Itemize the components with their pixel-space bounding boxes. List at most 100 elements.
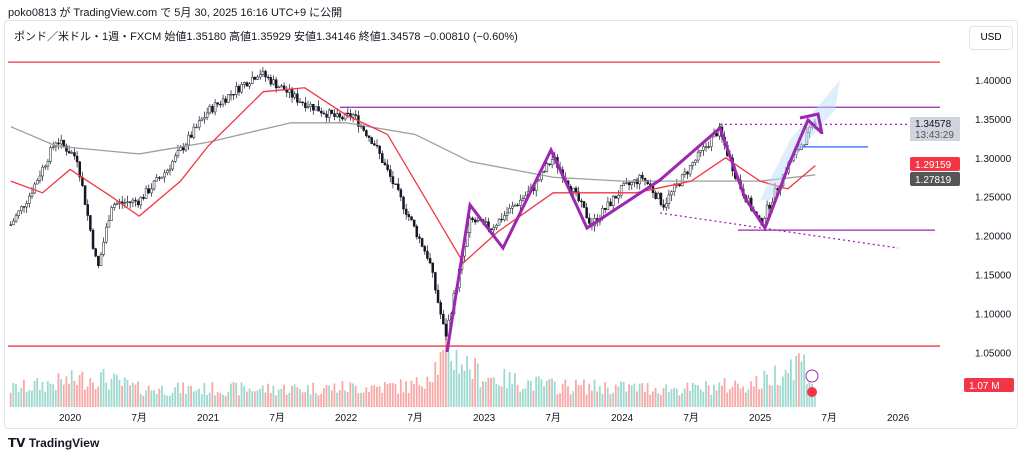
volume-bar <box>227 391 230 407</box>
candle-body <box>219 103 222 106</box>
volume-bar <box>192 391 195 407</box>
volume-bar <box>89 378 92 407</box>
volume-bar <box>805 383 808 407</box>
volume-bar <box>240 382 243 407</box>
volume-bar <box>636 391 638 407</box>
volume-bar <box>312 382 315 407</box>
volume-bar <box>646 383 649 407</box>
volume-bar <box>320 393 323 407</box>
volume-bar <box>612 392 614 407</box>
volume-bar <box>803 354 806 407</box>
candle-body <box>144 188 148 199</box>
candle-body <box>120 201 124 204</box>
candle-body <box>142 196 145 199</box>
volume-bar <box>779 385 782 407</box>
tv-icon: 𝗧𝗩 <box>8 436 29 450</box>
candle-body <box>67 151 71 154</box>
candle-body <box>665 203 668 208</box>
candle-body <box>407 214 411 218</box>
volume-bar <box>328 385 331 407</box>
volume-bar <box>567 386 569 407</box>
volume-bar <box>248 388 251 407</box>
currency-button[interactable]: USD <box>969 26 1013 50</box>
volume-bar <box>267 383 269 407</box>
symbol-legend: ポンド／米ドル・1週・FXCM 始値1.35180 高値1.35929 安値1.… <box>14 31 518 43</box>
candle-body <box>327 109 331 118</box>
volume-bar <box>293 384 296 407</box>
candle-body <box>511 205 514 209</box>
y-tick-label: 1.05000 <box>975 348 1012 359</box>
volume-bar <box>617 386 620 407</box>
volume-bar <box>590 390 593 407</box>
volume-bar <box>659 394 662 407</box>
y-tick-label: 1.25000 <box>975 193 1012 204</box>
volume-bar <box>508 372 511 407</box>
volume-bar <box>360 392 362 407</box>
candle-body <box>131 199 135 203</box>
ma-gray-label-bg <box>910 172 960 186</box>
volume-bar <box>389 382 392 407</box>
volume-bar <box>110 378 113 407</box>
volume-bar <box>23 379 25 407</box>
volume-bar <box>139 393 142 407</box>
candle-body <box>75 155 79 163</box>
volume-bar <box>179 393 182 407</box>
candle-body <box>354 114 358 116</box>
volume-bar <box>357 393 360 407</box>
candle-body <box>550 159 554 165</box>
volume-bar <box>235 383 238 407</box>
candle-body <box>476 220 480 223</box>
candle-body <box>224 98 227 103</box>
candle-body <box>444 323 448 337</box>
volume-bar <box>678 395 681 407</box>
volume-bar <box>731 386 734 407</box>
candle-body <box>136 200 140 206</box>
candle-body <box>274 79 278 89</box>
volume-bar <box>556 394 559 407</box>
volume-bar <box>299 389 301 407</box>
candle-body <box>192 126 196 138</box>
y-tick-label: 1.10000 <box>975 309 1012 320</box>
candle-body <box>57 142 60 145</box>
volume-bar <box>500 386 503 407</box>
volume-bar <box>115 374 118 407</box>
candle-body <box>402 196 405 210</box>
last-price-bg <box>910 117 960 141</box>
volume-bar <box>662 388 665 407</box>
candle-body <box>158 177 161 179</box>
candle-body <box>301 101 304 104</box>
candle-body <box>500 218 503 221</box>
volume-bar <box>38 389 41 407</box>
candle-body <box>266 76 270 79</box>
volume-bar <box>166 395 169 407</box>
volume-bar <box>763 370 766 407</box>
x-tick-label: 2021 <box>197 413 220 424</box>
volume-bar <box>734 380 737 407</box>
volume-bar <box>190 385 193 407</box>
volume-bar <box>261 385 264 407</box>
candle-body <box>44 165 47 168</box>
volume-bar <box>476 363 479 407</box>
volume-bar <box>479 387 482 407</box>
volume-bar <box>256 390 259 407</box>
volume-bar <box>484 381 487 407</box>
volume-bar <box>705 381 707 407</box>
candle-body <box>638 174 641 185</box>
volume-bar <box>198 388 200 407</box>
volume-bar <box>182 382 185 407</box>
candle-body <box>619 185 623 196</box>
volume-bar <box>81 371 84 407</box>
volume-bar <box>407 392 410 407</box>
candle-body <box>46 161 50 167</box>
x-tick-label: 7月 <box>545 412 561 424</box>
volume-bar <box>344 390 346 407</box>
x-tick-label: 2026 <box>887 413 910 424</box>
x-tick-label: 7月 <box>269 412 285 424</box>
volume-bar <box>585 394 588 407</box>
volume-bar <box>28 390 31 407</box>
candle-body <box>436 289 440 303</box>
candle-body <box>49 147 52 162</box>
candle-body <box>134 199 137 202</box>
candle-body <box>65 145 68 152</box>
